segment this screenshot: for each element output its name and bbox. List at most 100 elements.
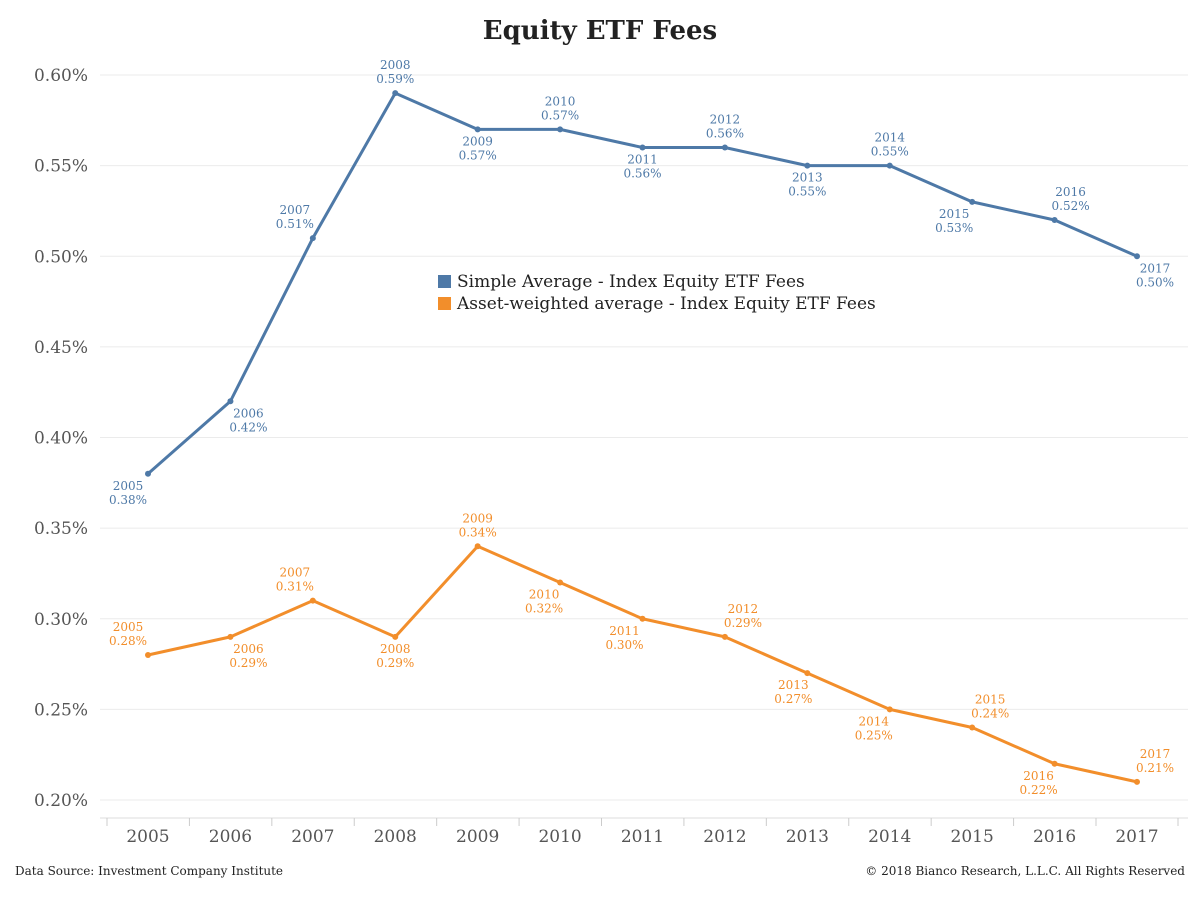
data-label-year: 2005: [113, 479, 144, 493]
x-tick-label: 2005: [126, 827, 169, 847]
data-label-year: 2009: [462, 511, 493, 525]
data-label-value: 0.34%: [459, 525, 497, 539]
data-label-year: 2005: [113, 620, 144, 634]
legend-swatch: [438, 297, 451, 310]
data-label-year: 2012: [710, 113, 741, 127]
data-point: [392, 90, 399, 97]
data-label-value: 0.29%: [724, 616, 762, 630]
data-label-value: 0.31%: [276, 580, 314, 594]
data-label-value: 0.42%: [229, 420, 267, 434]
data-point: [969, 198, 976, 205]
data-point: [1051, 760, 1058, 767]
data-point: [721, 144, 728, 151]
x-tick-label: 2008: [374, 827, 417, 847]
x-tick-label: 2012: [703, 827, 746, 847]
data-point: [309, 597, 316, 604]
legend-label: Asset-weighted average - Index Equity ET…: [456, 294, 876, 314]
data-label-year: 2012: [728, 602, 759, 616]
data-label-year: 2015: [975, 693, 1006, 707]
data-label-value: 0.53%: [935, 221, 973, 235]
y-tick-label: 0.50%: [34, 247, 88, 267]
data-label-year: 2011: [609, 624, 640, 638]
legend-label: Simple Average - Index Equity ETF Fees: [457, 272, 805, 292]
data-label-year: 2008: [380, 642, 411, 656]
data-label-value: 0.32%: [525, 602, 563, 616]
data-label-year: 2010: [529, 588, 560, 602]
data-label-year: 2006: [233, 642, 264, 656]
data-label-value: 0.55%: [871, 145, 909, 159]
copyright-note: © 2018 Bianco Research, L.L.C. All Right…: [865, 864, 1185, 878]
data-point: [721, 633, 728, 640]
series-asset-weighted: 20050.28%20060.29%20070.31%20080.29%2009…: [109, 511, 1174, 797]
data-label-value: 0.24%: [971, 707, 1009, 721]
y-tick-label: 0.30%: [34, 610, 88, 630]
data-point: [1134, 253, 1140, 260]
y-tick-label: 0.40%: [34, 429, 88, 449]
data-label-year: 2007: [280, 203, 311, 217]
x-tick-label: 2017: [1115, 827, 1158, 847]
data-point: [309, 235, 316, 242]
series-layer: 20050.38%20060.42%20070.51%20080.59%2009…: [109, 58, 1174, 797]
data-label-value: 0.55%: [788, 185, 826, 199]
data-point: [804, 670, 811, 677]
data-point: [227, 398, 234, 405]
data-label-year: 2017: [1140, 747, 1171, 761]
data-label-year: 2014: [874, 131, 905, 145]
x-tick-label: 2013: [786, 827, 829, 847]
x-tick-label: 2011: [621, 827, 664, 847]
x-tick-label: 2009: [456, 827, 499, 847]
data-point: [474, 126, 481, 133]
x-tick-label: 2016: [1033, 827, 1076, 847]
data-label-year: 2007: [280, 566, 311, 580]
data-point: [227, 633, 234, 640]
data-point: [639, 144, 646, 151]
data-label-value: 0.28%: [109, 634, 147, 648]
chart-title: Equity ETF Fees: [482, 16, 718, 46]
data-label-year: 2006: [233, 406, 264, 420]
data-label-value: 0.30%: [605, 638, 643, 652]
data-label-year: 2014: [858, 714, 889, 728]
data-point: [392, 633, 399, 640]
data-point: [804, 162, 811, 169]
x-tick-label: 2007: [291, 827, 334, 847]
data-point: [1134, 778, 1140, 785]
y-tick-label: 0.60%: [34, 66, 88, 86]
data-point: [557, 579, 564, 586]
data-label-value: 0.29%: [229, 656, 267, 670]
data-label-year: 2011: [627, 153, 658, 167]
data-label-value: 0.29%: [376, 656, 414, 670]
data-point: [969, 724, 976, 731]
data-label-year: 2016: [1055, 185, 1086, 199]
y-tick-label: 0.35%: [34, 519, 88, 539]
data-point: [639, 615, 646, 622]
data-label-value: 0.22%: [1020, 783, 1058, 797]
data-label-value: 0.21%: [1136, 761, 1174, 775]
data-source-note: Data Source: Investment Company Institut…: [15, 864, 284, 878]
data-label-value: 0.52%: [1052, 199, 1090, 213]
x-tick-label: 2014: [868, 827, 911, 847]
data-label-year: 2010: [545, 94, 576, 108]
data-label-value: 0.25%: [855, 728, 893, 742]
y-tick-label: 0.45%: [34, 338, 88, 358]
legend-swatch: [438, 275, 451, 288]
gridlines: [100, 74, 1188, 801]
data-point: [557, 126, 564, 133]
data-label-year: 2008: [380, 58, 411, 72]
x-tick-label: 2010: [538, 827, 581, 847]
data-point: [145, 470, 151, 477]
data-label-year: 2009: [462, 134, 493, 148]
y-tick-label: 0.20%: [34, 791, 88, 811]
data-label-year: 2017: [1140, 261, 1171, 275]
data-point: [1051, 217, 1058, 223]
data-label-value: 0.57%: [459, 148, 497, 162]
data-label-value: 0.59%: [376, 72, 414, 86]
x-tick-label: 2015: [951, 827, 994, 847]
y-tick-label: 0.55%: [34, 157, 88, 177]
data-label-year: 2016: [1023, 769, 1054, 783]
data-label-value: 0.38%: [109, 493, 147, 507]
data-label-value: 0.50%: [1136, 275, 1174, 289]
data-label-value: 0.57%: [541, 108, 579, 122]
x-tick-label: 2006: [209, 827, 252, 847]
